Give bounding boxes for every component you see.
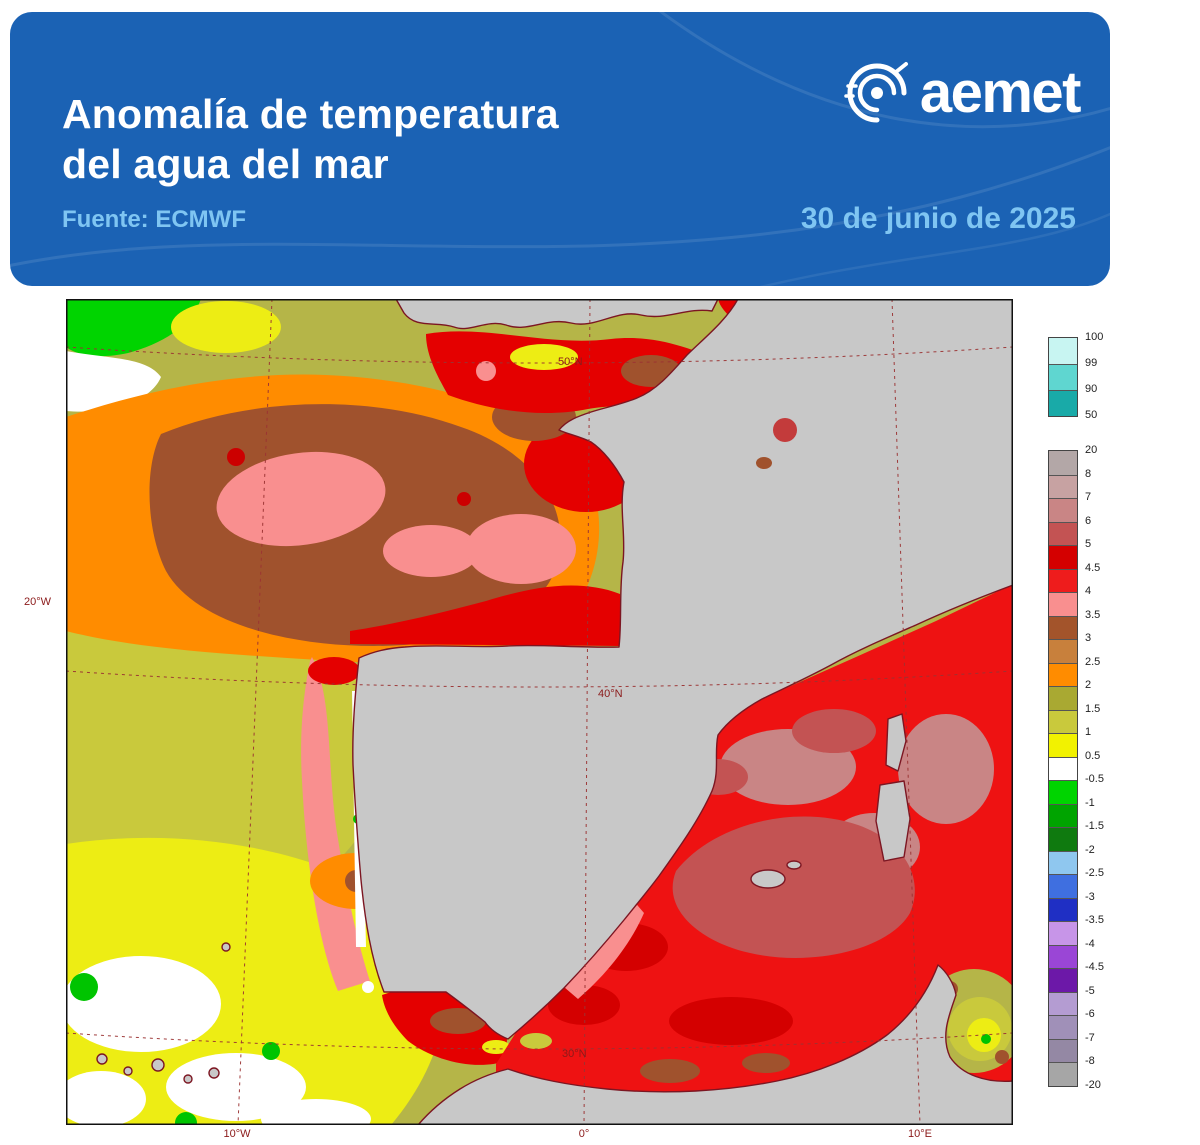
legend-cell [1049,780,1077,804]
legend-cell [1049,897,1077,921]
legend-cell [1049,944,1077,968]
brand-logo: aemet [838,56,1082,130]
legend-cell [1049,827,1077,851]
legend-cell [1049,756,1077,780]
legend-cell [1049,733,1077,757]
legend-cell [1049,639,1077,663]
legend-tick-label: 0.5 [1085,749,1101,762]
legend-tick-label: -5 [1085,984,1095,997]
grid-label-lon-10e: 10°E [908,1128,932,1140]
legend-tick-label: 20 [1085,444,1098,456]
legend-cell [1049,803,1077,827]
legend-tick-label: -3 [1085,890,1095,903]
legend-tick-label: 4 [1085,585,1092,597]
legend-cell [1049,390,1077,416]
grid-label-lon-0: 0° [578,1128,590,1140]
legend-tick-label: -4.5 [1085,961,1104,973]
legend-tick-label: -6 [1085,1008,1095,1020]
legend-cell [1049,709,1077,733]
legend-top-scale: 100 99 90 50 [1048,331,1168,421]
legend-tick-label: 90 [1085,383,1098,395]
legend-tick-label: 50 [1085,409,1098,421]
page-title-line2: del agua del mar [62,141,389,188]
legend-tick-label: -1.5 [1085,820,1104,832]
legend-tick-label: -1 [1085,796,1095,809]
date-label: 30 de junio de 2025 [800,202,1076,235]
legend-cell [1049,662,1077,686]
legend-cell [1049,592,1077,616]
header-banner: Anomalía de temperatura del agua del mar… [10,12,1110,286]
legend-tick-label: -0.5 [1085,773,1104,785]
page-title: Anomalía de temperatura del agua del mar [62,89,559,189]
landmasses [96,299,1013,1125]
legend-cell [1049,364,1077,390]
legend-cell [1049,568,1077,592]
grid-label-lon-left: 20°W [24,596,52,608]
legend-tick-label: 8 [1085,467,1092,480]
legend-cell [1049,521,1077,545]
graticule [66,299,1013,1125]
grid-label-lat-30n: 30°N [562,1048,587,1060]
legend-tick-label: 2 [1085,679,1092,691]
legend-cell [1049,921,1077,945]
legend-cell [1049,850,1077,874]
legend-cell [1049,1015,1077,1039]
legend-cell [1049,615,1077,639]
legend-tick-label: 3 [1085,632,1092,644]
legend-tick-label: 1.5 [1085,702,1101,715]
legend-cell [1049,1062,1077,1086]
legend-tick-label: 2.5 [1085,655,1101,668]
legend-cell [1049,991,1077,1015]
legend-tick-label: 5 [1085,538,1092,550]
legend-tick-label: -2 [1085,843,1095,856]
legend-cell [1049,874,1077,898]
page-title-line1: Anomalía de temperatura [62,91,559,138]
grid-label-lat-50n: 50°N [558,356,583,368]
legend-tick-label: 6 [1085,514,1092,527]
legend-cell [1049,498,1077,522]
legend-tick-label: -8 [1085,1055,1095,1067]
legend-tick-label: 99 [1085,357,1098,369]
legend-cell [1049,338,1077,364]
aemet-swirl-icon [844,62,908,123]
legend-tick-label: 100 [1085,331,1104,343]
legend-tick-label: 3.5 [1085,608,1101,621]
legend-tick-label: 7 [1085,491,1092,503]
legend-tick-label: -3.5 [1085,914,1104,926]
legend-color-bar [1048,337,1078,417]
source-label: Fuente: ECMWF [62,206,246,233]
legend-color-bar [1048,450,1078,1087]
legend-cell [1049,686,1077,710]
brand-wordmark: aemet [919,60,1082,125]
grid-label-lon-10w: 10°W [223,1128,251,1140]
legend-tick-label: -20 [1085,1078,1101,1091]
legend-cell [1049,968,1077,992]
legend-cell [1049,545,1077,569]
legend-anomaly-scale: 20 8 7 6 5 4.5 4 3.5 3 2.5 2 1.5 1 0.5 -0.5 -1 -1.5 -2 -2.… [1048,444,1168,1091]
map-region: 50°N 40°N 30°N [66,299,1013,1125]
legend-tick-label: 1 [1085,726,1092,738]
legend-cell [1049,474,1077,498]
legend-tick-label: -7 [1085,1031,1095,1044]
sst-anomaly-map: 50°N 40°N 30°N [66,299,1013,1125]
legend-cell [1049,1038,1077,1062]
legend-cell [1049,451,1077,475]
legend-tick-label: -2.5 [1085,867,1104,879]
legend-tick-label: 4.5 [1085,561,1101,574]
grid-label-lat-40n: 40°N [598,688,623,700]
legend-tick-label: -4 [1085,937,1095,950]
